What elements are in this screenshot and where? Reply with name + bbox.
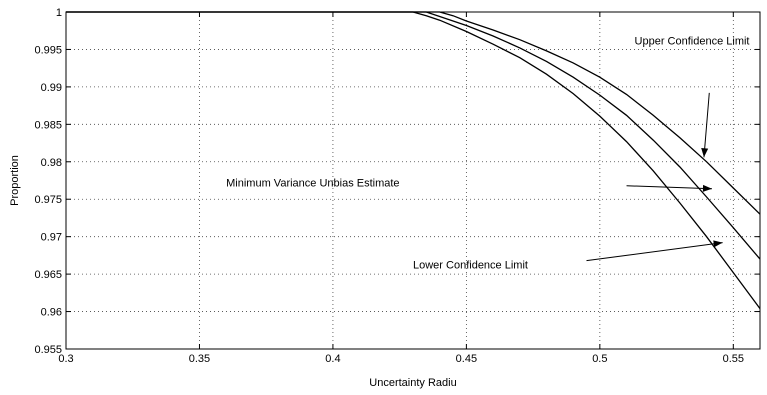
y-tick-label: 0.98 (41, 157, 62, 169)
series-line-2 (66, 11, 761, 260)
y-tick-label: 1 (56, 7, 62, 19)
y-tick-label: 0.985 (34, 119, 62, 131)
y-tick-label: 0.955 (34, 344, 62, 356)
series-line-1 (66, 11, 761, 215)
y-tick-label: 0.995 (34, 44, 62, 56)
series-lines (66, 11, 761, 309)
x-tick-label: 0.3 (58, 353, 73, 365)
minimum-variance-estimate-label: Minimum Variance Unbias Estimate (226, 178, 399, 190)
upper-confidence-limit-arrowhead (701, 148, 709, 158)
x-tick-label: 0.5 (592, 353, 607, 365)
minimum-variance-estimate-arrow (626, 185, 712, 190)
series-line-3 (66, 11, 761, 309)
y-axis-label: Proportion (9, 155, 21, 206)
lower-confidence-limit-label: Lower Confidence Limit (413, 259, 528, 271)
annotations: Upper Confidence Limit Minimum Variance U… (226, 35, 749, 271)
upper-confidence-limit-arrow (703, 92, 710, 158)
x-tick-label: 0.45 (456, 353, 477, 365)
y-tick-label: 0.97 (41, 232, 62, 244)
x-tick-label: 0.35 (189, 353, 210, 365)
x-tick-label: 0.4 (325, 353, 340, 365)
x-tick-label: 0.55 (723, 353, 744, 365)
grid (66, 12, 760, 349)
upper-confidence-limit-label: Upper Confidence Limit (635, 35, 750, 47)
y-tick-label: 0.975 (34, 194, 62, 206)
lower-confidence-limit-arrow (586, 242, 723, 262)
y-tick-label: 0.96 (41, 307, 62, 319)
x-axis-label: Uncertainty Radiu (369, 377, 456, 389)
y-tick-label: 0.99 (41, 82, 62, 94)
plot-frame (65, 11, 761, 350)
y-tick-label: 0.965 (34, 269, 62, 281)
lower-confidence-limit-arrowhead (713, 240, 723, 248)
minimum-variance-estimate-arrowhead (702, 184, 712, 192)
axis-ticks: 0.3 0.35 0.4 0.45 0.5 0.55 0.955 0.96 0.965 0.97 0… (34, 7, 760, 365)
